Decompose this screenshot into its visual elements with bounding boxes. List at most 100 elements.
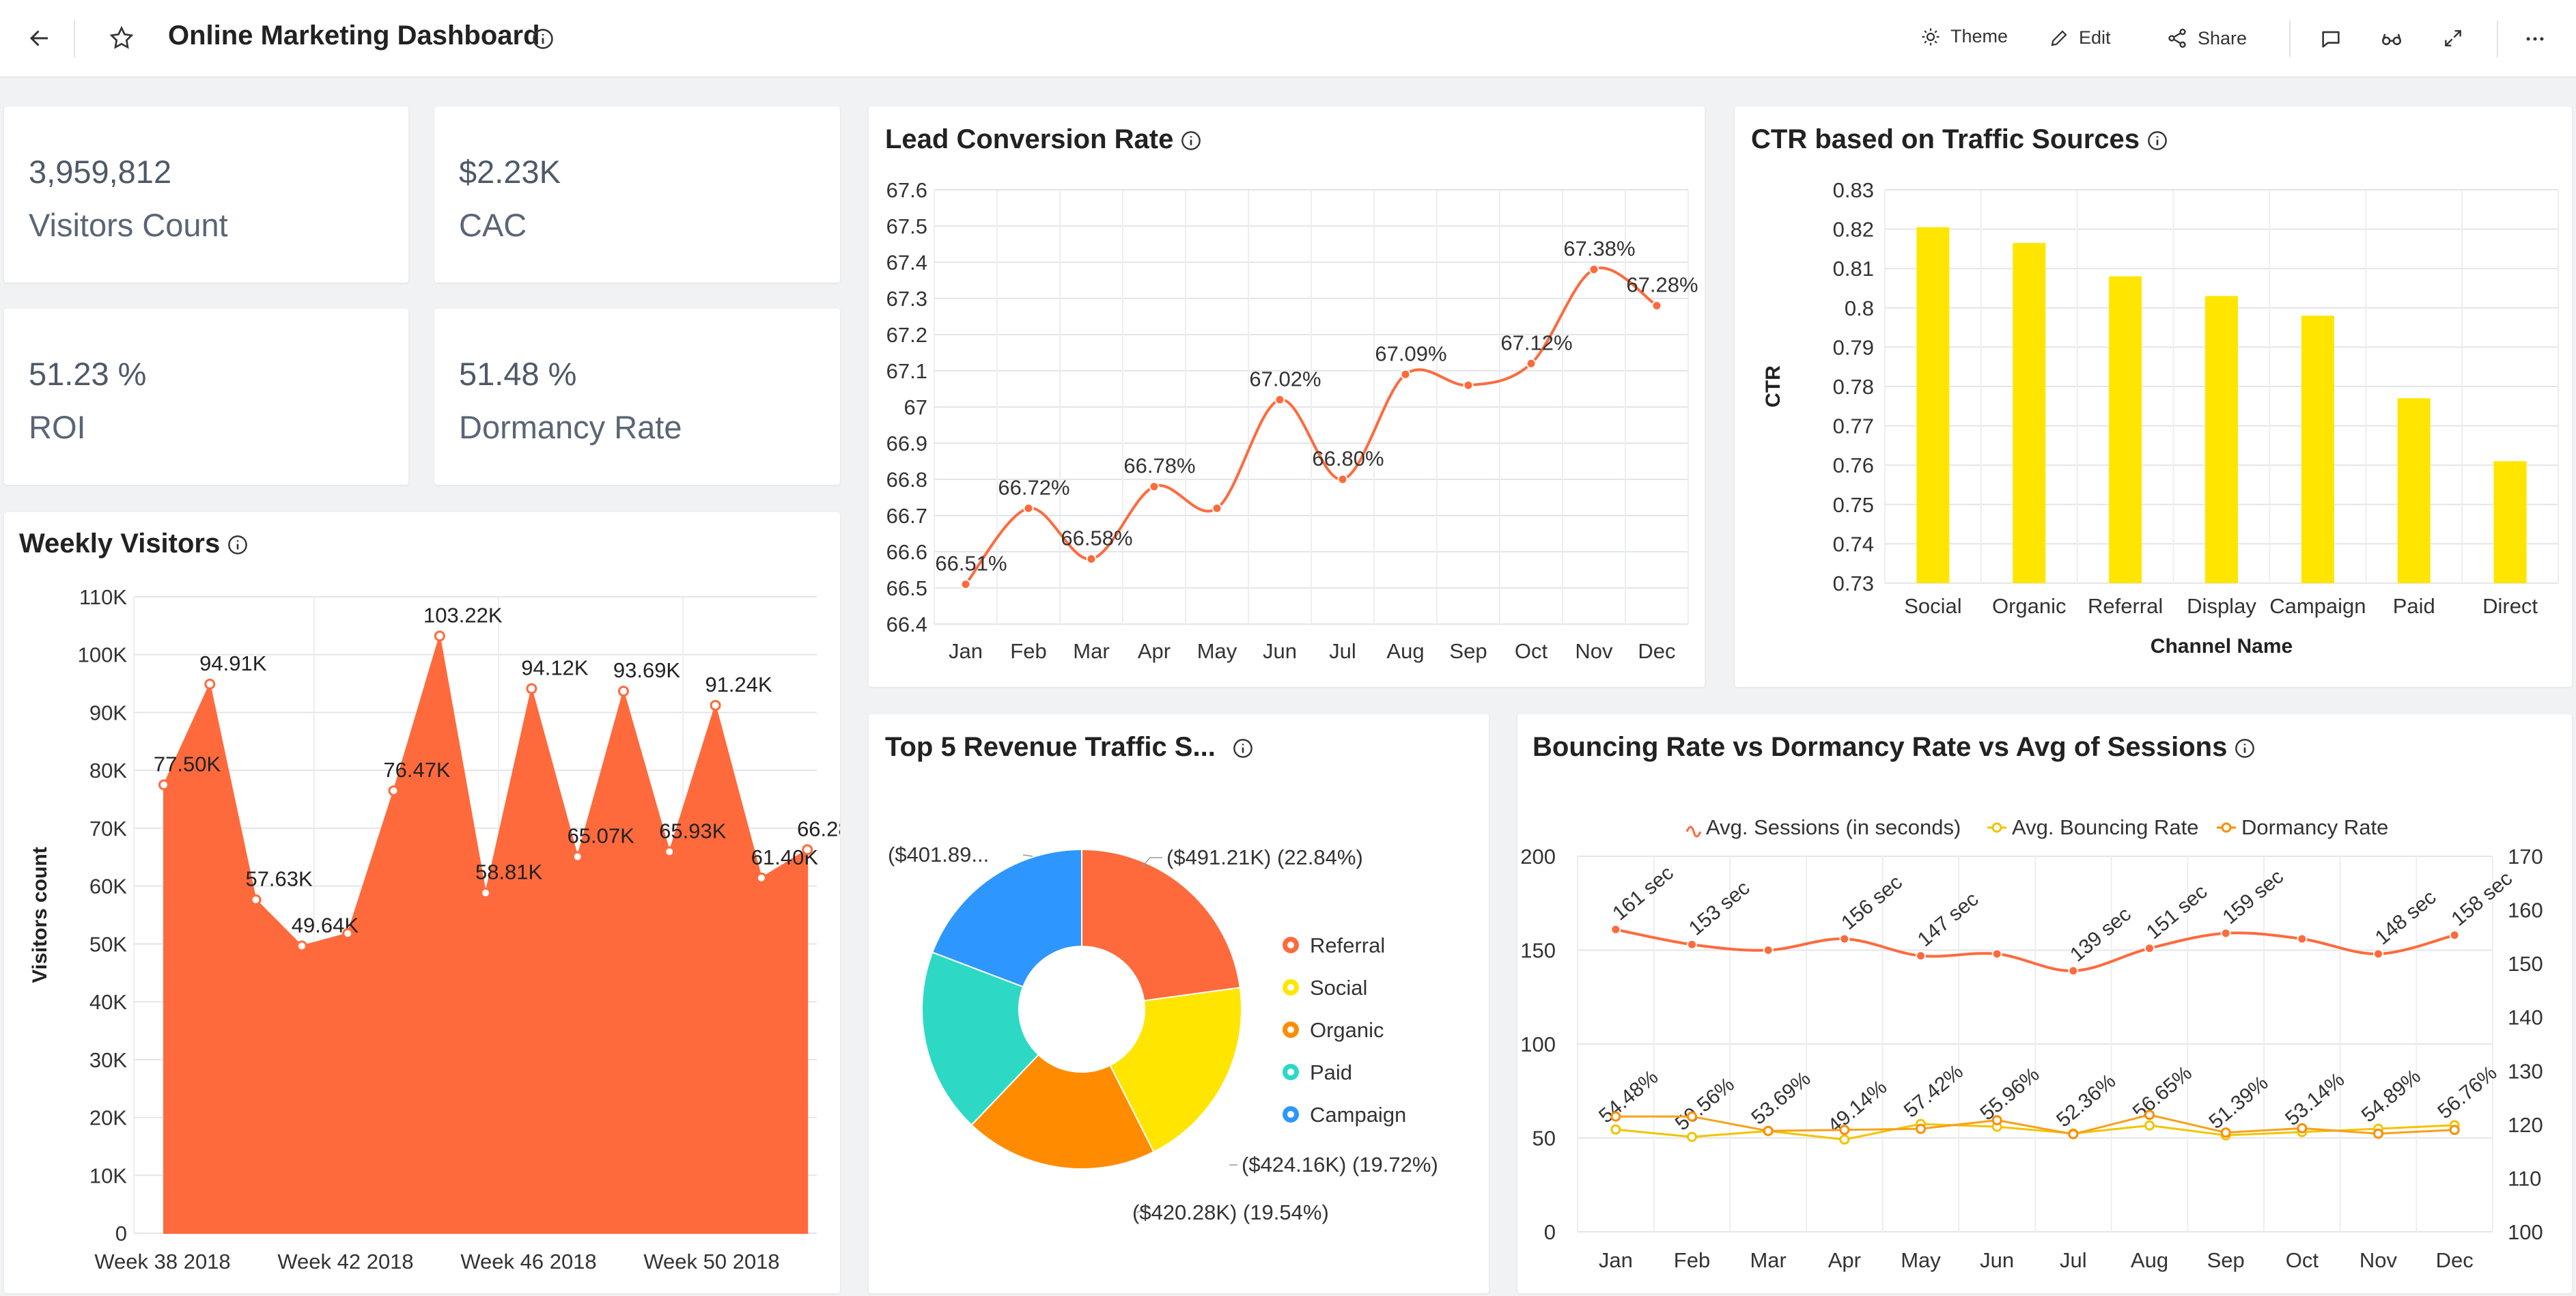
y-tick-label: 0.73 [1833, 572, 1874, 595]
data-point [2373, 948, 2383, 959]
kpi-label: Visitors Count [29, 207, 228, 243]
x-tick-label: Nov [1575, 639, 1613, 663]
kpi-card-visitors[interactable]: 3,959,812 Visitors Count [4, 107, 408, 283]
data-label: 53.69% [1747, 1067, 1815, 1129]
kpi-card-roi[interactable]: 51.23 % ROI [4, 309, 408, 485]
info-icon[interactable] [2234, 737, 2256, 759]
pie-slice [921, 951, 1039, 1126]
legend-label: Avg. Bouncing Rate [2012, 815, 2198, 839]
comment-button[interactable] [2319, 27, 2342, 51]
bouncing-line [1615, 1123, 2455, 1141]
info-icon[interactable] [227, 534, 249, 556]
fullscreen-button[interactable] [2442, 27, 2464, 49]
x-tick-label: Jul [2060, 1248, 2087, 1272]
data-point [526, 683, 537, 694]
data-label: 67.09% [1375, 341, 1446, 365]
kpi-card-dormancy[interactable]: 51.48 % Dormancy Rate [434, 309, 840, 485]
y-tick-label: 0.81 [1833, 257, 1874, 281]
data-point [1991, 948, 2002, 959]
data-point [342, 928, 354, 940]
y-tick-label-right: 140 [2508, 1006, 2543, 1030]
data-label: 54.48% [1595, 1066, 1662, 1128]
kpi-value: 51.23 % [29, 356, 147, 392]
card-title-row: Bouncing Rate vs Dormancy Rate vs Avg of… [1532, 732, 2256, 763]
data-label: 51.39% [2204, 1071, 2272, 1133]
share-button[interactable]: Share [2166, 27, 2247, 49]
data-point [1463, 380, 1474, 391]
kpi-label: ROI [29, 409, 86, 445]
y-tick-label-right: 120 [2508, 1113, 2543, 1137]
data-label: 66.58% [1061, 526, 1132, 550]
y-tick-label-right: 130 [2508, 1059, 2543, 1083]
data-point [755, 872, 767, 884]
data-label: 55.96% [1976, 1063, 2043, 1125]
data-label: 52.36% [2052, 1070, 2120, 1132]
bouncing-dormancy-chart[interactable]: 200 150 100 50 0 170 160 150 140 130 120 110 100 Jan F… [1517, 714, 2572, 1293]
data-point [2068, 966, 2079, 976]
x-axis-title: Channel Name [2151, 635, 2293, 658]
bar [2397, 398, 2431, 583]
y-tick-label: 66.5 [886, 576, 927, 600]
ctr-chart[interactable]: 0.83 0.82 0.81 0.8 0.79 0.78 0.77 0.76 0.75 0.74 0… [1735, 107, 2572, 687]
data-point [480, 887, 492, 899]
bar [2493, 461, 2527, 583]
data-point [2297, 933, 2308, 944]
revenue-pie-chart[interactable]: ($491.21K) (22.84%) ($424.16K) (19.72%) ($… [869, 714, 1489, 1293]
bar [2301, 315, 2334, 583]
edit-button[interactable]: Edit [2049, 27, 2111, 48]
y-tick-label: 10K [89, 1164, 127, 1187]
weekly-visitors-chart[interactable]: 110K 100K 90K 80K 70K 60K 50K 40K 30K 20K 10K 0 77.5… [4, 512, 840, 1293]
data-point [2144, 1110, 2155, 1121]
kpi-label: CAC [459, 207, 527, 243]
kpi-card-cac[interactable]: $2.23K CAC [434, 107, 840, 283]
lead-conversion-chart[interactable]: 67.6 67.5 67.4 67.3 67.2 67.1 67 66.9 66.8 66.7 66… [869, 107, 1705, 687]
y-tick-label-right: 160 [2508, 899, 2543, 922]
more-horizontal-icon [2526, 37, 2544, 41]
legend-marker-center [1287, 984, 1294, 991]
info-icon[interactable] [1232, 737, 1254, 759]
y-tick-label: 67.3 [886, 287, 927, 311]
legend-label: Referral [1310, 933, 1385, 957]
data-label: 57.63K [245, 867, 313, 891]
data-label: 56.65% [2129, 1062, 2196, 1124]
data-point [1588, 264, 1599, 275]
data-label: ($424.16K) (19.72%) [1242, 1153, 1438, 1177]
data-label: 56.76% [2433, 1062, 2501, 1124]
leader-line [1022, 854, 1033, 857]
y-tick-label-left: 200 [1520, 845, 1556, 869]
view-button[interactable] [2379, 27, 2404, 51]
bouncing-dormancy-card: Bouncing Rate vs Dormancy Rate vs Avg of… [1517, 714, 2572, 1293]
data-label: 66.72% [998, 475, 1069, 499]
legend-marker [1685, 826, 1702, 838]
data-point [1839, 1125, 1850, 1136]
data-label: 57.42% [1900, 1060, 1968, 1123]
theme-button[interactable]: Theme [1920, 26, 2008, 47]
title-info-button[interactable] [531, 27, 555, 51]
x-tick-label: Paid [2393, 594, 2435, 618]
share-label: Share [2198, 27, 2248, 48]
y-tick-label: 0.78 [1833, 375, 1874, 399]
y-tick-label-right: 100 [2508, 1220, 2543, 1244]
favorite-button[interactable] [108, 25, 135, 52]
data-label: 66.80% [1312, 447, 1384, 470]
back-button[interactable] [27, 26, 52, 51]
data-point [1274, 394, 1285, 405]
more-options-button[interactable] [2523, 27, 2547, 51]
y-tick-label: 80K [89, 759, 127, 783]
star-icon [109, 25, 134, 49]
kpi-value: $2.23K [459, 154, 561, 190]
data-point [1839, 1134, 1850, 1145]
info-icon[interactable] [1180, 130, 1202, 152]
data-label: 94.12K [521, 656, 589, 680]
info-icon[interactable] [2146, 130, 2168, 152]
y-tick-label: 0.83 [1833, 178, 1874, 202]
data-point [1991, 1115, 2002, 1126]
data-point [250, 894, 262, 905]
x-tick-label: Referral [2088, 594, 2163, 618]
data-point [710, 699, 721, 711]
y-tick-label: 66.4 [886, 612, 927, 636]
data-point [1400, 369, 1411, 380]
y-tick-label: 90K [89, 701, 127, 724]
revenue-sources-card: Top 5 Revenue Traffic S... ($491.21K) (2… [869, 714, 1489, 1293]
data-label: 76.47K [383, 758, 451, 782]
